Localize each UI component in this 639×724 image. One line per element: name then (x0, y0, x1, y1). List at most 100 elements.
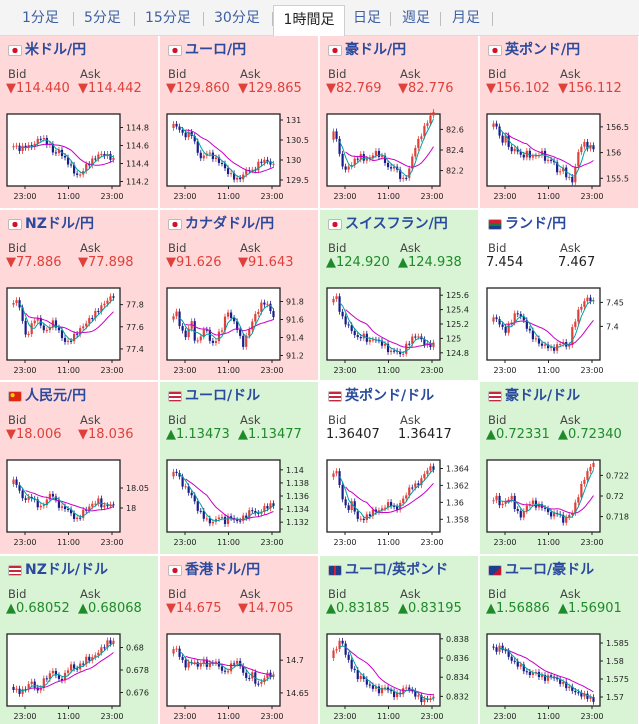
tab-1min[interactable]: 1分足 (22, 10, 59, 26)
candle (580, 483, 583, 498)
currency-panel[interactable]: 人民元/円 Bid Ask ▼18.006 ▼18.036 18.05 18 23:00 11:… (0, 382, 158, 554)
pair-name[interactable]: ユーロ/円 (185, 42, 247, 58)
pair-title[interactable]: 豪ドル/円 (328, 41, 406, 59)
pair-title[interactable]: ユーロ/ドル (168, 387, 260, 405)
pair-title[interactable]: スイスフラン/円 (328, 215, 448, 233)
tab-30min[interactable]: 30分足 (214, 10, 260, 26)
price-chart[interactable]: 18.05 18 23:00 11:00 23:00 (0, 382, 158, 554)
pair-name[interactable]: NZドル/円 (25, 216, 94, 232)
candle (269, 303, 272, 312)
pair-name[interactable]: 人民元/円 (25, 388, 87, 404)
currency-panel[interactable]: 豪ドル/ドル Bid Ask ▲0.72331 ▲0.72340 0.722 0.72 0.7… (480, 382, 638, 554)
candle (178, 311, 181, 327)
candle (332, 650, 335, 658)
tab-1hour[interactable]: 1時間足 (273, 5, 345, 36)
currency-panel[interactable]: スイスフラン/円 Bid Ask ▲124.920 ▲124.938 125.6 125.4… (320, 210, 478, 380)
pair-name[interactable]: カナダドル/円 (185, 216, 275, 232)
tab-daily[interactable]: 日足 (353, 10, 381, 26)
candle (202, 510, 205, 519)
pair-title[interactable]: ユーロ/英ポンド (328, 561, 448, 579)
candle (257, 512, 260, 514)
tab-weekly[interactable]: 週足 (402, 10, 430, 26)
price-chart[interactable]: 77.8 77.6 77.4 23:00 11:00 23:00 (0, 210, 158, 380)
bid-value: ▲1.13473 (166, 427, 230, 442)
candle (109, 153, 112, 160)
pair-title[interactable]: ユーロ/豪ドル (488, 561, 594, 579)
bid-value: ▼129.860 (166, 81, 230, 96)
currency-panel[interactable]: ユーロ/豪ドル Bid Ask ▲1.56886 ▲1.56901 1.585 1.58 1.… (480, 556, 638, 724)
pair-title[interactable]: 英ポンド/ドル (328, 387, 434, 405)
currency-panel[interactable]: 豪ドル/円 Bid Ask ▼82.769 ▼82.776 82.6 82.4 82.2 23:… (320, 36, 478, 208)
candle (236, 177, 239, 180)
candle (112, 640, 115, 644)
currency-panel[interactable]: カナダドル/円 Bid Ask ▼91.626 ▼91.643 91.8 91.6 91.4 9… (160, 210, 318, 380)
pair-title[interactable]: ランド/円 (488, 215, 566, 233)
pair-title[interactable]: 香港ドル/円 (168, 561, 260, 579)
price-chart[interactable]: 1.364 1.362 1.36 1.358 23:00 11:00 23:00 (320, 382, 478, 554)
price-chart[interactable]: 82.6 82.4 82.2 23:00 11:00 23:00 (320, 36, 478, 208)
price-chart[interactable]: 7.45 7.4 23:00 11:00 23:00 (480, 210, 638, 380)
candle (402, 688, 405, 695)
pair-title[interactable]: ユーロ/円 (168, 41, 246, 59)
pair-name[interactable]: 英ポンド/円 (505, 42, 581, 58)
pair-name[interactable]: ランド/円 (505, 216, 567, 232)
pair-title[interactable]: NZドル/円 (8, 215, 94, 233)
pair-name[interactable]: 豪ドル/円 (345, 42, 407, 58)
pair-name[interactable]: 米ドル/円 (25, 42, 87, 58)
y-tick-label: 1.358 (446, 515, 469, 524)
price-chart[interactable]: 91.891.691.491.223:00 11:00 23:00 (160, 210, 318, 380)
candle (402, 498, 405, 503)
price-chart[interactable]: 1.14 1.138 1.136 1.134 1.132 23:00 11:00 23:00 (160, 382, 318, 554)
candle (181, 326, 184, 331)
price-chart[interactable]: 0.838 0.836 0.834 0.832 23:00 11:00 23:00 (320, 556, 478, 724)
candle (226, 516, 230, 524)
pair-name[interactable]: スイスフラン/円 (345, 216, 448, 232)
currency-panel[interactable]: 米ドル/円 Bid Ask ▼114.440 ▼114.442 114.8 114.6 114… (0, 36, 158, 208)
tab-5min[interactable]: 5分足 (84, 10, 121, 26)
currency-panel[interactable]: ユーロ/円 Bid Ask ▼129.860 ▼129.865 131 130.5 130 12… (160, 36, 318, 208)
pair-name[interactable]: ユーロ/英ポンド (345, 562, 449, 578)
price-chart[interactable]: 0.722 0.72 0.718 23:00 11:00 23:00 (480, 382, 638, 554)
pair-title[interactable]: カナダドル/円 (168, 215, 274, 233)
currency-panel[interactable]: NZドル/円 Bid Ask ▼77.886 ▼77.898 77.8 77.6 77.4 23… (0, 210, 158, 380)
candle (553, 347, 556, 351)
pair-title[interactable]: 米ドル/円 (8, 41, 86, 59)
y-tick-label: 1.585 (606, 639, 629, 648)
pair-title[interactable]: 人民元/円 (8, 387, 86, 405)
tab-monthly[interactable]: 月足 (452, 10, 480, 26)
tab-15min[interactable]: 15分足 (145, 10, 191, 26)
candle (519, 664, 522, 667)
candle (193, 321, 196, 341)
pair-name[interactable]: 豪ドル/ドル (505, 388, 581, 404)
pair-title[interactable]: NZドル/ドル (8, 561, 108, 579)
price-chart[interactable]: 1.585 1.58 1.575 1.57 23:00 11:00 23:00 (480, 556, 638, 724)
candle (359, 518, 362, 520)
currency-panel[interactable]: 英ポンド/ドル Bid Ask 1.36407 1.36417 1.364 1.362 1.3… (320, 382, 478, 554)
price-chart[interactable]: 14.7 14.65 23:00 11:00 23:00 (160, 556, 318, 724)
pair-title[interactable]: 英ポンド/円 (488, 41, 580, 59)
candle (242, 666, 245, 673)
moving-average-short (19, 642, 114, 692)
currency-panel[interactable]: ユーロ/ドル Bid Ask ▲1.13473 ▲1.13477 1.14 1.138 1.1… (160, 382, 318, 554)
candle (36, 687, 39, 691)
currency-panel[interactable]: ユーロ/英ポンド Bid Ask ▲0.83185 ▲0.83195 0.838 0.836… (320, 556, 478, 724)
currency-panel[interactable]: ランド/円 Bid Ask 7.454 7.467 7.45 7.4 23:00 11:00 23… (480, 210, 638, 380)
pair-name[interactable]: ユーロ/ドル (185, 388, 261, 404)
pair-name[interactable]: NZドル/ドル (25, 562, 108, 578)
candle (42, 138, 45, 140)
currency-panel[interactable]: 香港ドル/円 Bid Ask ▼14.675 ▼14.705 14.7 14.65 23:00… (160, 556, 318, 724)
pair-name[interactable]: 英ポンド/ドル (345, 388, 435, 404)
candle (522, 154, 525, 158)
currency-panel[interactable]: 英ポンド/円 Bid Ask ▼156.102 ▼156.112 156.5 156 155.… (480, 36, 638, 208)
price-chart[interactable]: 0.68 0.678 0.676 23:00 11:00 23:00 (0, 556, 158, 724)
pair-name[interactable]: 香港ドル/円 (185, 562, 261, 578)
currency-panel[interactable]: NZドル/ドル Bid Ask ▲0.68052 ▲0.68068 0.68 0.678 0.… (0, 556, 158, 724)
pair-name[interactable]: ユーロ/豪ドル (505, 562, 595, 578)
pair-title[interactable]: 豪ドル/ドル (488, 387, 580, 405)
moving-average-long (25, 143, 114, 166)
candle (269, 672, 272, 677)
